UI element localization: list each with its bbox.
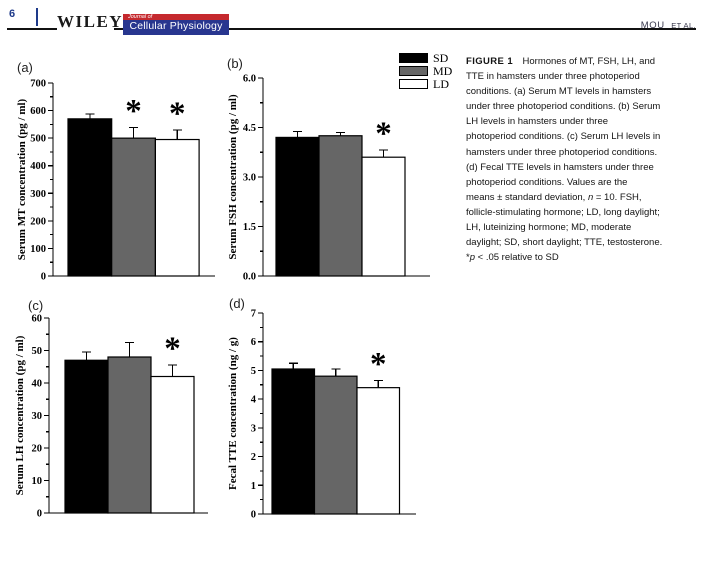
- tick-label: 1: [251, 481, 256, 492]
- tick-label: 0.0: [243, 272, 256, 283]
- running-head-suffix: ET AL.: [671, 21, 696, 30]
- chart-panel-a: (a) Serum MT concentration (pg / ml) 0 100 2…: [16, 60, 215, 283]
- chart-legend: SD MD LD: [399, 50, 453, 92]
- page-number: 6: [9, 8, 16, 20]
- significance-asterisk: *: [164, 331, 181, 367]
- panel-label: (a): [17, 60, 33, 75]
- header-rule-right: [229, 28, 696, 30]
- bar-md: [318, 135, 363, 277]
- bar-ld: [150, 375, 195, 514]
- caption-line: LH levels in hamsters under three: [466, 116, 609, 128]
- journal-badge-stripe: Journal of: [123, 14, 229, 20]
- journal-badge-name: Cellular Physiology: [123, 20, 229, 35]
- caption-line: LH, luteinizing hormone; MD, moderate: [466, 222, 632, 234]
- y-axis-title: Serum LH concentration (pg / ml): [14, 335, 26, 495]
- tick-label: 7: [251, 309, 256, 320]
- tick-label: 4: [251, 395, 257, 406]
- legend-item-ld: LD: [399, 76, 452, 91]
- running-head: MOU ET AL.: [641, 15, 696, 33]
- chart-panel-b: (b) Serum FSH concentration (pg / ml) 0.0 1…: [227, 56, 430, 283]
- tick-label: 300: [30, 189, 46, 200]
- tick-label: 3.0: [243, 173, 256, 184]
- legend-label-sd: SD: [433, 50, 449, 65]
- tick-label: 5: [251, 366, 256, 377]
- tick-label: 100: [30, 244, 46, 255]
- bar-ld: [356, 387, 401, 515]
- caption-line: (d) Fecal TTE levels in hamsters under t…: [466, 161, 654, 173]
- bar-sd: [271, 368, 316, 515]
- caption-line: under three photoperiod conditions. (b) …: [466, 101, 661, 113]
- tick-label: 0: [37, 509, 42, 520]
- tick-label: 30: [32, 411, 43, 422]
- bar-sd: [67, 118, 113, 277]
- running-head-author: MOU: [640, 20, 665, 31]
- figure-caption: FIGURE 1 Hormones of MT, FSH, LH, and TTE…: [466, 54, 704, 265]
- bar-ld: [154, 138, 200, 277]
- panel-label: (c): [28, 298, 43, 313]
- tick-label: 400: [30, 161, 46, 172]
- caption-line: FIGURE 1 Hormones of MT, FSH, LH, and: [466, 56, 656, 67]
- bar-md: [107, 356, 152, 514]
- tick-label: 500: [30, 134, 46, 145]
- legend-swatch-sd: [399, 53, 428, 64]
- tick-label: 50: [32, 346, 43, 357]
- tick-label: 10: [32, 476, 43, 487]
- tick-label: 3: [251, 423, 256, 434]
- legend-item-md: MD: [399, 63, 453, 78]
- chart-panel-d: (d) Fecal TTE concentration (ng / g) 0 1 2 3 4…: [227, 296, 416, 521]
- caption-line: daylight; SD, short daylight; TTE, testo…: [466, 237, 663, 249]
- caption-line: *p < .05 relative to SD: [466, 252, 559, 264]
- panel-label: (b): [227, 56, 243, 71]
- caption-line: conditions. (a) Serum MT levels in hamst…: [466, 86, 652, 98]
- header-divider: [36, 8, 38, 26]
- tick-label: 6: [251, 337, 256, 348]
- tick-label: 0: [41, 272, 46, 283]
- publisher-logo: WILEY: [57, 12, 124, 31]
- significance-asterisk: *: [125, 94, 142, 130]
- tick-label: 200: [30, 216, 46, 227]
- bar-ld: [361, 156, 406, 277]
- bar-sd: [64, 359, 109, 514]
- tick-label: 60: [32, 314, 43, 325]
- header-rule-dash: [114, 28, 123, 30]
- tick-label: 20: [32, 444, 43, 455]
- caption-line: hamsters under three photoperiod conditi…: [466, 146, 658, 158]
- tick-label: 40: [32, 379, 43, 390]
- y-axis-title: Fecal TTE concentration (ng / g): [227, 337, 239, 490]
- caption-line: photoperiod conditions. (c) Serum LH lev…: [466, 131, 661, 143]
- tick-label: 0: [251, 510, 256, 521]
- legend-swatch-ld: [399, 79, 428, 90]
- caption-line: TTE in hamsters under three photoperiod: [466, 71, 640, 83]
- legend-item-sd: SD: [399, 50, 452, 65]
- legend-label-ld: LD: [433, 76, 449, 91]
- tick-label: 700: [30, 79, 46, 90]
- y-axis-title: Serum FSH concentration (pg / ml): [227, 94, 239, 260]
- bar-sd: [275, 136, 320, 277]
- y-axis-title: Serum MT concentration (pg / ml): [16, 98, 28, 260]
- significance-asterisk: *: [375, 116, 392, 152]
- journal-badge: Journal of Cellular Physiology: [123, 14, 229, 35]
- legend-swatch-md: [399, 66, 428, 77]
- bar-md: [313, 375, 358, 515]
- panel-label: (d): [229, 296, 245, 311]
- tick-label: 1.5: [243, 222, 256, 233]
- caption-line: follicle-stimulating hormone; LD, long d…: [466, 206, 660, 218]
- tick-label: 6.0: [243, 74, 256, 85]
- caption-line: means ± standard deviation, n = 10. FSH,: [466, 191, 642, 203]
- header-rule-left: [7, 28, 57, 30]
- tick-label: 600: [30, 106, 46, 117]
- tick-label: 4.5: [243, 123, 256, 134]
- tick-label: 2: [251, 452, 256, 463]
- caption-line: photoperiod conditions. Values are the: [466, 176, 628, 188]
- legend-label-md: MD: [433, 63, 453, 78]
- journal-badge-top-text: Journal of: [128, 14, 153, 20]
- bar-md: [111, 137, 156, 277]
- figure-caption-text: FIGURE 1 Hormones of MT, FSH, LH, and TTE…: [466, 54, 704, 265]
- significance-asterisk: *: [370, 346, 387, 382]
- chart-panel-c: (c) Serum LH concentration (pg / ml) 0 10 20…: [14, 298, 208, 520]
- significance-asterisk: *: [169, 96, 186, 132]
